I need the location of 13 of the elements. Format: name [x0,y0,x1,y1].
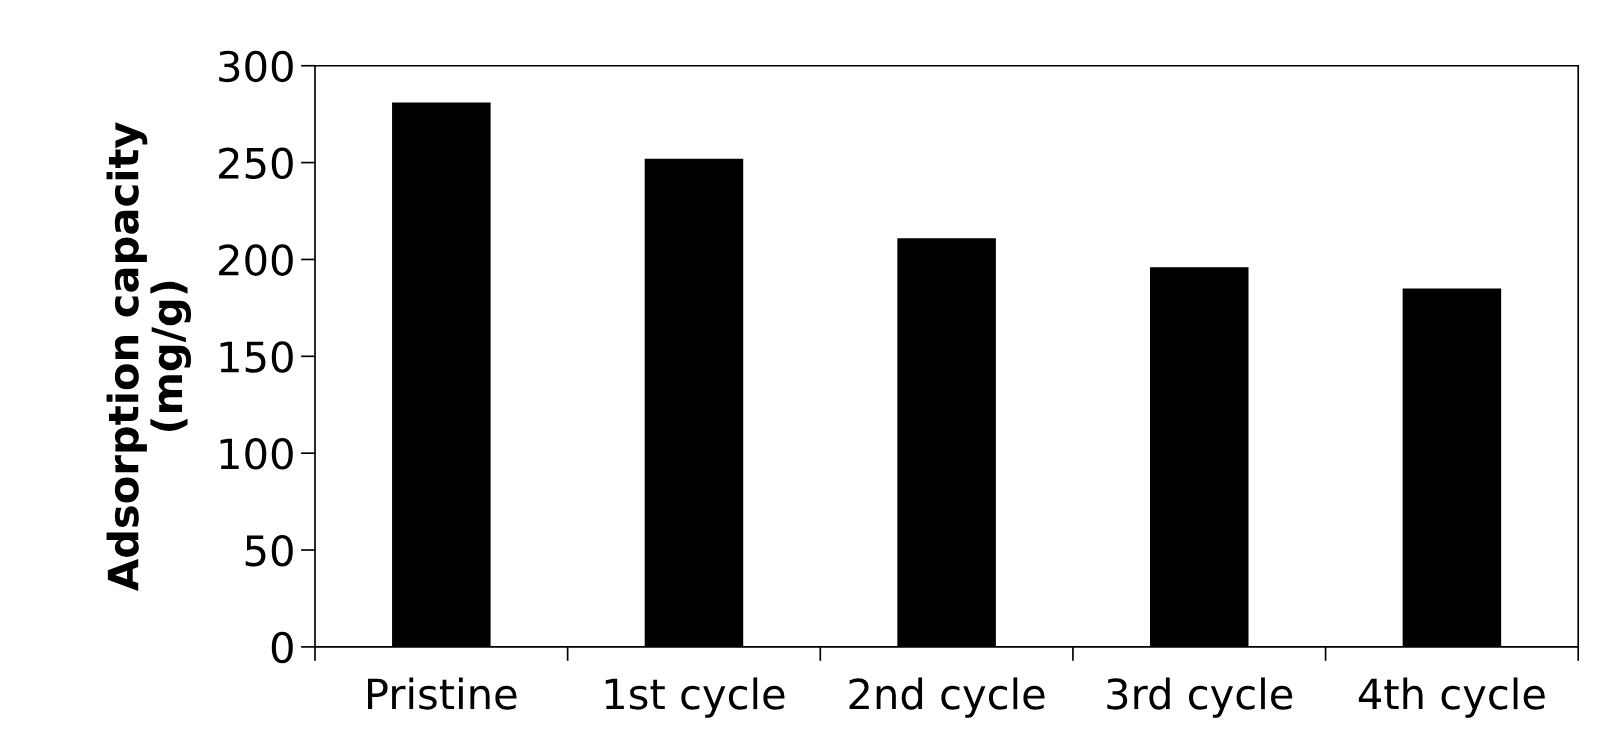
x-tick-label: 4th cycle [1358,677,1545,718]
y-tick-label: 200 [219,244,293,276]
y-axis-title: Adsorption capacity (mg/g) [106,122,192,591]
x-tick-label: 3rd cycle [1107,677,1293,718]
x-tick-label: Pristine [368,677,517,710]
y-tick-label: 100 [220,438,293,470]
y-tick-label: 50 [245,534,293,567]
y-tick-label: 0 [271,631,293,664]
x-tick-label: 2nd cycle [849,677,1045,718]
x-tick-label: 1st cycle [605,677,785,718]
y-tick-label: 150 [220,341,293,373]
y-tick-label: 250 [219,147,293,180]
y-tick-label: 300 [219,50,293,83]
